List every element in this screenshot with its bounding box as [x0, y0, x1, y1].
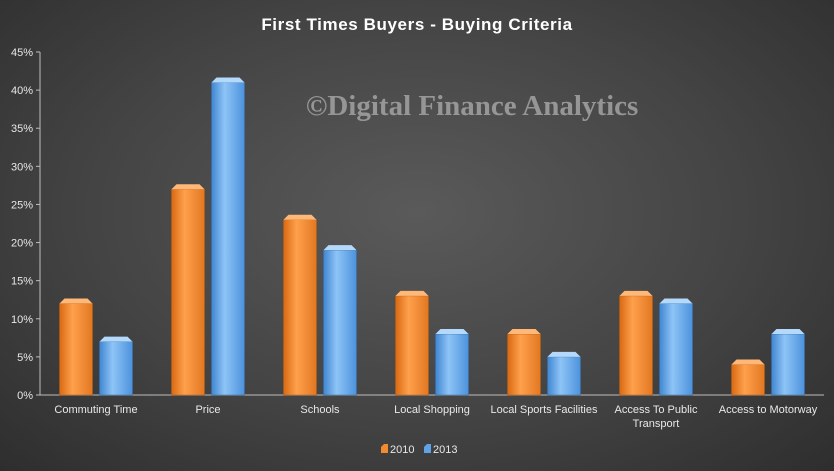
bar-body — [171, 188, 205, 396]
bar-2010-7 — [731, 359, 765, 396]
bar-cap — [283, 214, 317, 220]
legend-item-2013: 2013 — [424, 444, 457, 456]
bar-body — [59, 303, 93, 396]
legend-swatch — [381, 444, 388, 453]
bar-body — [547, 356, 581, 396]
bar-2013-5 — [547, 351, 581, 396]
bar-cap — [731, 359, 765, 365]
bar-cap — [507, 329, 541, 335]
y-tick-label: 15% — [11, 276, 33, 288]
bar-cap — [323, 245, 357, 251]
bar-cap — [619, 290, 653, 296]
bar-body — [731, 364, 765, 396]
x-tick-label: Access to Motorway — [719, 404, 818, 416]
chart-title: First Times Buyers - Buying Criteria — [261, 15, 572, 34]
bar-body — [619, 295, 653, 396]
bar-2010-3 — [283, 214, 317, 396]
bar-cap — [435, 329, 469, 335]
bar-cap — [59, 298, 93, 304]
bar-cap — [211, 77, 245, 83]
y-tick-label: 20% — [11, 238, 33, 250]
x-tick-label: Schools — [300, 404, 340, 416]
legend-item-2010: 2010 — [381, 444, 414, 456]
y-tick-label: 25% — [11, 199, 33, 211]
x-tick-label: Price — [195, 404, 220, 416]
x-tick-label: Commuting Time — [54, 404, 137, 416]
bar-2010-5 — [507, 329, 541, 396]
bar-body — [435, 333, 469, 396]
bar-2013-1 — [99, 336, 133, 396]
x-tick-label: Local Sports Facilities — [491, 404, 598, 416]
bar-cap — [547, 351, 581, 357]
x-tick-label: Local Shopping — [394, 404, 470, 416]
bar-body — [659, 303, 693, 396]
x-tick-label: Access To Public Transport — [615, 404, 698, 430]
bar-cap — [659, 298, 693, 304]
bar-cap — [171, 184, 205, 190]
bar-2010-6 — [619, 290, 653, 396]
y-tick-label: 10% — [11, 314, 33, 326]
bar-2013-2 — [211, 77, 245, 396]
legend-swatch — [424, 444, 431, 453]
y-tick-label: 40% — [11, 85, 33, 97]
bar-2013-7 — [771, 329, 805, 396]
bar-cap — [771, 329, 805, 335]
bar-2010-4 — [395, 290, 429, 396]
bar-2013-3 — [323, 245, 357, 396]
watermark-text: ©Digital Finance Analytics — [306, 90, 639, 122]
y-tick-label: 30% — [11, 161, 33, 173]
bar-body — [99, 341, 133, 396]
bar-body — [323, 249, 357, 396]
bar-body — [507, 333, 541, 396]
bar-2010-2 — [171, 184, 205, 396]
bar-2010-1 — [59, 298, 93, 396]
bar-2013-4 — [435, 329, 469, 396]
bar-body — [283, 219, 317, 396]
bar-body — [771, 333, 805, 396]
legend-label: 2010 — [390, 444, 414, 456]
bar-2013-6 — [659, 298, 693, 396]
legend-label: 2013 — [433, 444, 457, 456]
y-tick-label: 35% — [11, 123, 33, 135]
bar-body — [395, 295, 429, 396]
y-tick-label: 5% — [17, 352, 33, 364]
y-tick-label: 45% — [11, 47, 33, 59]
y-tick-label: 0% — [17, 390, 33, 402]
bar-cap — [99, 336, 133, 342]
legend: 2010 2013 — [381, 444, 457, 456]
bar-cap — [395, 290, 429, 296]
bar-body — [211, 82, 245, 396]
